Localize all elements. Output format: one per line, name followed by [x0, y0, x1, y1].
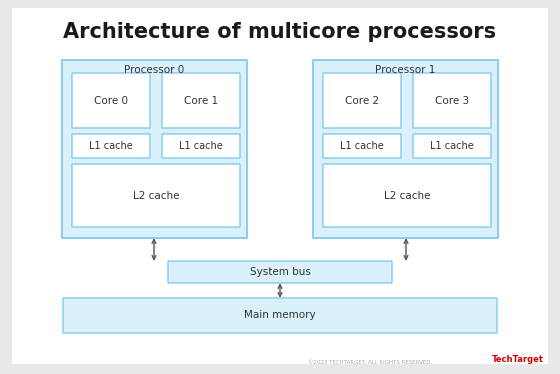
- FancyBboxPatch shape: [12, 8, 548, 364]
- Text: Architecture of multicore processors: Architecture of multicore processors: [63, 22, 497, 42]
- FancyBboxPatch shape: [413, 134, 491, 158]
- FancyBboxPatch shape: [72, 134, 150, 158]
- Text: L1 cache: L1 cache: [340, 141, 384, 151]
- FancyBboxPatch shape: [323, 73, 401, 128]
- Text: L1 cache: L1 cache: [179, 141, 223, 151]
- FancyBboxPatch shape: [162, 73, 240, 128]
- FancyBboxPatch shape: [313, 60, 498, 238]
- FancyBboxPatch shape: [162, 134, 240, 158]
- Text: L1 cache: L1 cache: [89, 141, 133, 151]
- Text: L1 cache: L1 cache: [430, 141, 474, 151]
- Text: Core 2: Core 2: [345, 95, 379, 105]
- Text: Core 3: Core 3: [435, 95, 469, 105]
- FancyBboxPatch shape: [168, 261, 392, 283]
- FancyBboxPatch shape: [323, 134, 401, 158]
- Text: L2 cache: L2 cache: [384, 190, 430, 200]
- Text: L2 cache: L2 cache: [133, 190, 179, 200]
- FancyBboxPatch shape: [72, 164, 240, 227]
- FancyBboxPatch shape: [323, 164, 491, 227]
- Text: Processor 1: Processor 1: [375, 65, 436, 75]
- FancyBboxPatch shape: [63, 298, 497, 333]
- Text: ©2023 TECHTARGET. ALL RIGHTS RESERVED.: ©2023 TECHTARGET. ALL RIGHTS RESERVED.: [308, 359, 432, 365]
- Text: System bus: System bus: [250, 267, 310, 277]
- Text: Processor 0: Processor 0: [124, 65, 185, 75]
- Text: Core 1: Core 1: [184, 95, 218, 105]
- FancyBboxPatch shape: [62, 60, 247, 238]
- Text: TechTarget: TechTarget: [492, 356, 544, 365]
- FancyBboxPatch shape: [72, 73, 150, 128]
- Text: Core 0: Core 0: [94, 95, 128, 105]
- FancyBboxPatch shape: [413, 73, 491, 128]
- Text: Main memory: Main memory: [244, 310, 316, 321]
